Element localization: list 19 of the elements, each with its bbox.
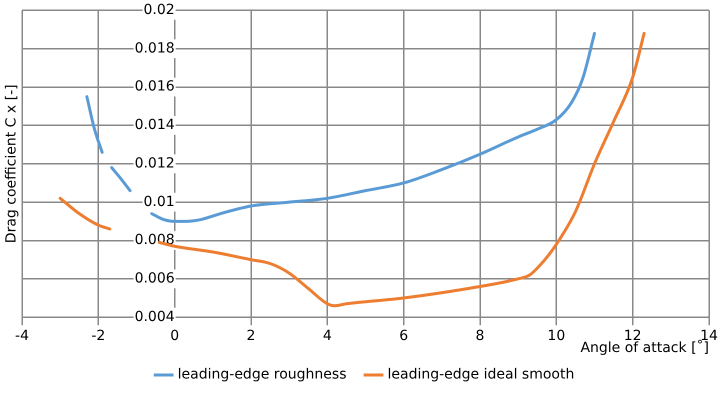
legend-label: leading-edge roughness [178,366,346,383]
x-tick-label: -2 [91,328,106,344]
y-tick-label: 0.006 [134,270,175,286]
x-tick-label: 8 [476,328,484,344]
y-tick-label: 0.016 [134,78,175,95]
x-tick-label: -4 [15,328,30,344]
y-tick-label: 0.018 [134,40,175,56]
y-tick-label: 0.014 [134,117,175,134]
y-tick-label: 0.004 [134,308,175,325]
y-tick-label: 0.012 [134,155,175,172]
x-tick-label: 4 [322,328,332,344]
x-tick-label: 10 [547,328,566,344]
y-axis-title: Drag coefficient C x [-] [4,84,20,244]
x-tick-label: 0 [170,328,180,344]
legend-label: leading-edge ideal smooth [387,366,574,383]
y-tick-label: 0.02 [143,2,175,18]
x-tick-label: 2 [246,328,256,344]
x-tick-label: 6 [399,328,408,344]
y-tick-label: 0.01 [143,194,175,210]
